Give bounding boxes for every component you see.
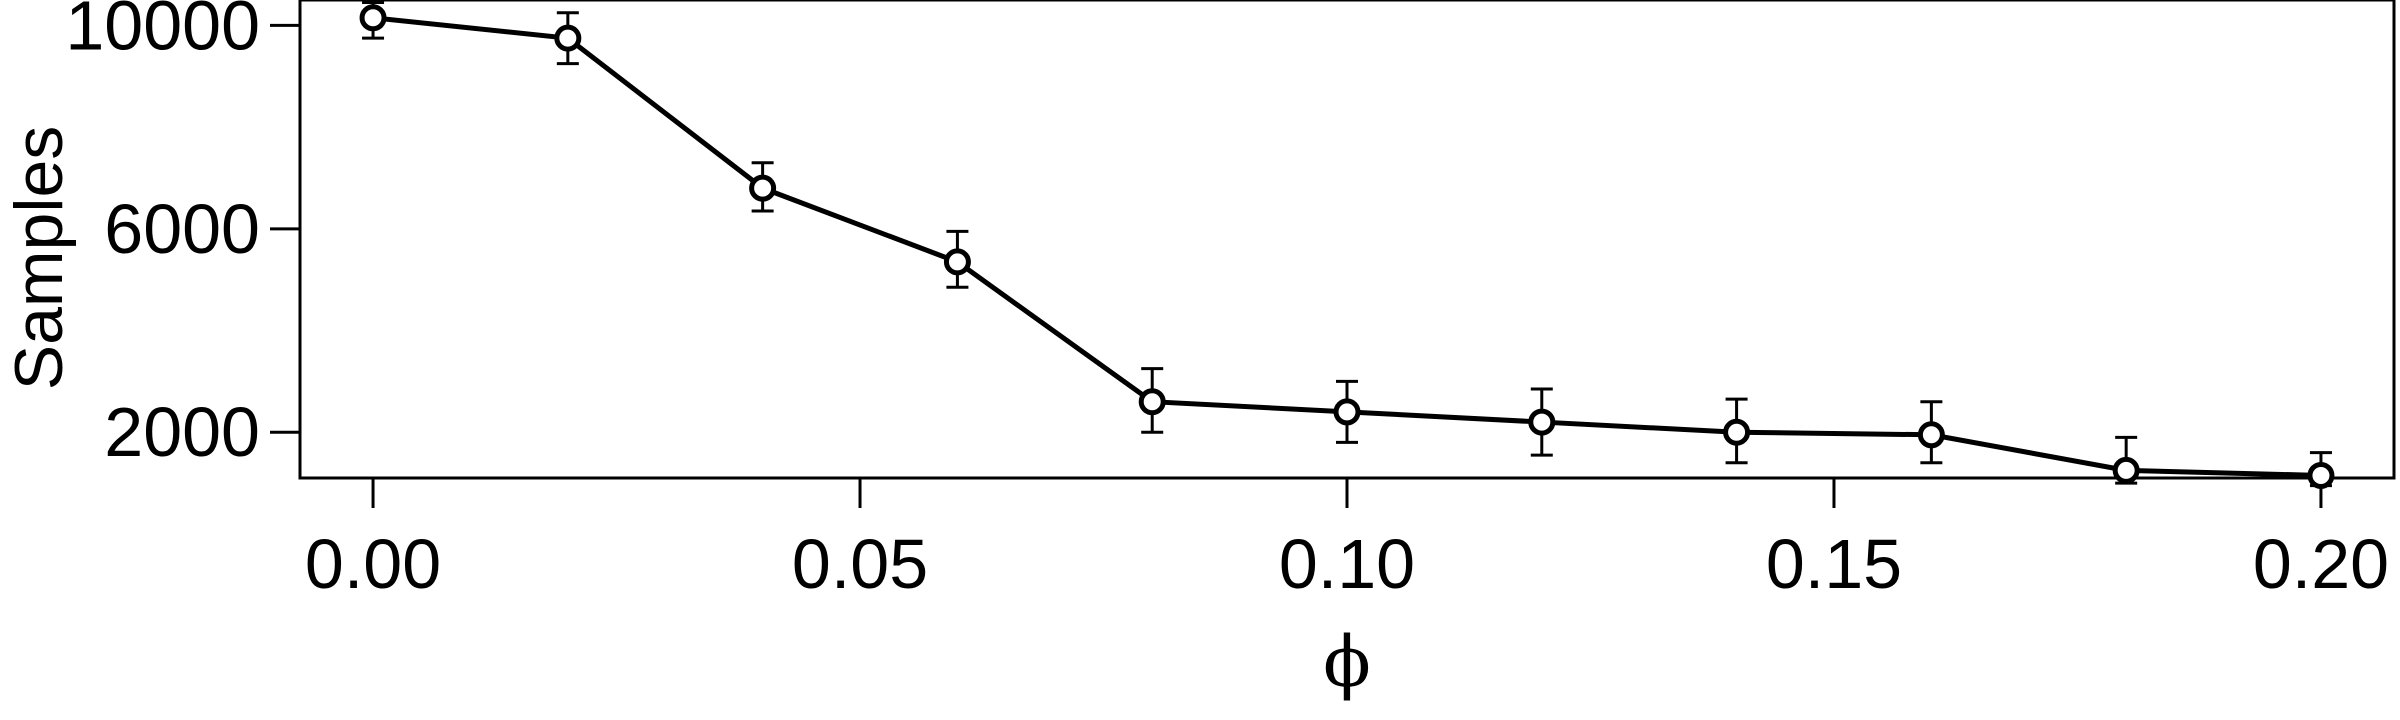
data-point	[1528, 408, 1556, 436]
data-point	[943, 248, 971, 276]
data-point	[749, 174, 777, 202]
x-tick-label: 0.15	[1766, 525, 1902, 603]
data-point	[1138, 388, 1166, 416]
x-axis: 0.00 0.05 0.10 0.15 0.20	[305, 478, 2389, 603]
plot-area	[359, 1, 2335, 489]
y-tick-label: 6000	[104, 190, 260, 268]
x-tick-label: 0.20	[2253, 525, 2389, 603]
data-point	[1723, 418, 1751, 446]
data-point	[2112, 456, 2140, 484]
y-tick-label: 2000	[104, 393, 260, 471]
data-point	[359, 4, 387, 32]
data-point	[1333, 398, 1361, 426]
y-tick-label: 10000	[65, 0, 260, 64]
x-tick-label: 0.10	[1279, 525, 1415, 603]
y-axis: 2000 6000 10000	[65, 0, 300, 471]
y-axis-label: Samples	[1, 126, 77, 391]
data-point	[2307, 461, 2335, 489]
x-axis-label: ϕ	[1323, 621, 1371, 703]
x-tick-label: 0.05	[792, 525, 928, 603]
data-point	[554, 24, 582, 52]
x-tick-label: 0.00	[305, 525, 441, 603]
data-point	[1917, 421, 1945, 449]
